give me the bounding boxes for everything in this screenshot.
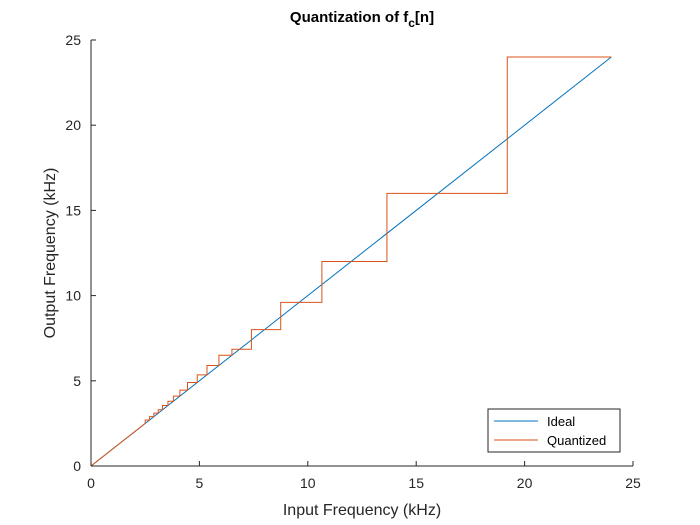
legend-box (487, 408, 621, 453)
x-axis-ticks: 0 5 10 15 20 25 (87, 461, 641, 491)
x-tick-label-0: 0 (87, 475, 95, 491)
y-tick-label-4: 20 (65, 117, 81, 133)
y-tick-label-1: 5 (73, 373, 81, 389)
x-tick-label-2: 10 (300, 475, 316, 491)
series-line-quantized (90, 56, 612, 467)
legend-label-ideal: Ideal (547, 414, 575, 429)
x-tick-label-3: 15 (408, 475, 424, 491)
y-tick-label-3: 15 (65, 202, 81, 218)
y-axis-label: Output Frequency (kHz) (42, 168, 59, 339)
x-tick-label-4: 20 (517, 475, 533, 491)
y-axis-ticks: 0 5 10 15 20 25 (65, 32, 96, 474)
y-tick-label-5: 25 (65, 32, 81, 48)
chart-title: Quantization of fc[n] (290, 9, 434, 30)
legend-label-quantized: Quantized (547, 433, 606, 448)
x-tick-label-1: 5 (196, 475, 204, 491)
chart-title-subscript: c (408, 16, 415, 30)
axes-frame (90, 40, 633, 467)
series-layer (90, 56, 612, 467)
x-tick-label-5: 25 (625, 475, 641, 491)
chart-title-tail: [n] (415, 9, 434, 26)
y-tick-label-2: 10 (65, 288, 81, 304)
legend: Ideal Quantized (487, 408, 621, 453)
y-tick-label-0: 0 (73, 458, 81, 474)
chart-title-main: Quantization of f (290, 9, 409, 26)
x-axis-label: Input Frequency (kHz) (283, 502, 441, 519)
